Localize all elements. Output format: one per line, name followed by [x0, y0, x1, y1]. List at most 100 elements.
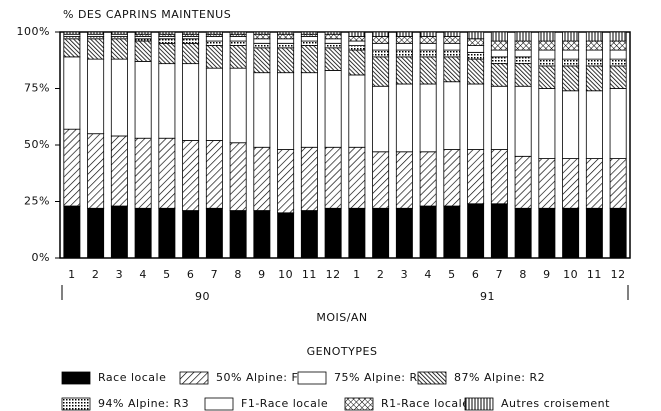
bar-segment — [467, 83, 485, 150]
y-tick-label: 25% — [24, 195, 50, 208]
legend-swatch — [179, 371, 209, 385]
x-tick-label: 11 — [302, 268, 317, 281]
bar-segment — [253, 47, 271, 74]
bar-segment — [205, 67, 223, 141]
bar-segment — [585, 40, 603, 51]
bar-segment — [467, 51, 485, 60]
bar-segment — [348, 36, 366, 42]
legend-swatch — [417, 371, 447, 385]
bar-segment — [514, 63, 532, 87]
x-tick-label: 4 — [139, 268, 147, 281]
bar-segment — [395, 42, 413, 51]
bar-segment — [490, 31, 508, 42]
x-tick-label: 3 — [401, 268, 409, 281]
bar-segment — [372, 207, 390, 259]
bar-segment — [277, 31, 295, 35]
x-tick-label: 1 — [353, 268, 361, 281]
legend-swatch — [61, 397, 91, 411]
bar-segment — [467, 58, 485, 85]
y-tick-label: 50% — [24, 138, 50, 151]
y-tick-label: 0% — [32, 251, 50, 264]
bar-segment — [205, 31, 223, 35]
bar-segment — [253, 31, 271, 35]
bar-segment — [490, 49, 508, 58]
bar-segment — [419, 151, 437, 207]
bar-segment — [182, 38, 200, 44]
bar-segment — [538, 40, 556, 51]
bar-segment — [253, 33, 271, 40]
legend-label: Autres croisement — [501, 397, 610, 410]
bar-segment — [300, 36, 318, 42]
bar-segment — [229, 45, 247, 69]
bar-segment — [87, 207, 105, 259]
x-tick-label: 10 — [278, 268, 293, 281]
bar-segment — [63, 31, 81, 35]
x-tick-label: 9 — [258, 268, 266, 281]
bar-segment — [205, 207, 223, 259]
x-tick-label: 7 — [496, 268, 504, 281]
legend-label: R1-Race locale — [381, 397, 469, 410]
bar-segment — [609, 40, 627, 51]
bar-segment — [63, 38, 81, 58]
bar-segment — [609, 88, 627, 159]
bar-segment — [110, 205, 128, 259]
bar-segment — [63, 205, 81, 259]
legend-swatch — [61, 371, 91, 385]
bar-segment — [538, 65, 556, 89]
bar-segment — [277, 212, 295, 259]
bar-segment — [229, 36, 247, 42]
bar-segment — [514, 207, 532, 259]
bar-segment — [205, 45, 223, 69]
bar-segment — [205, 140, 223, 209]
legend-swatch — [297, 371, 327, 385]
bar-segment — [300, 210, 318, 259]
bar-segment — [562, 65, 580, 92]
legend-label: 94% Alpine: R3 — [98, 397, 189, 410]
bar-segment — [205, 36, 223, 42]
bar-segment — [538, 49, 556, 60]
bar-segment — [253, 38, 271, 44]
bar-segment — [158, 38, 176, 44]
bar-segment — [562, 207, 580, 259]
bar-segment — [585, 207, 603, 259]
bar-segment — [348, 31, 366, 37]
bar-segment — [182, 140, 200, 211]
x-tick-label: 2 — [92, 268, 100, 281]
x-tick-label: 1 — [68, 268, 76, 281]
bar-segment — [538, 58, 556, 67]
legend-swatch — [344, 397, 374, 411]
bar-segment — [372, 36, 390, 44]
bar-segment — [158, 31, 176, 35]
bar-segment — [395, 56, 413, 85]
bar-segment — [300, 40, 318, 46]
bar-segment — [158, 63, 176, 139]
x-tick-label: 3 — [116, 268, 124, 281]
y-tick-label: 100% — [17, 25, 50, 38]
bar-segment — [324, 38, 342, 44]
bar-segment — [490, 63, 508, 87]
bar-segment — [490, 203, 508, 259]
bar-segment — [253, 42, 271, 49]
bar-segment — [348, 207, 366, 259]
bar-segment — [585, 65, 603, 92]
bar-segment — [87, 58, 105, 135]
chart-title: % DES CAPRINS MAINTENUS — [63, 8, 231, 21]
bar-segment — [443, 149, 461, 207]
bar-segment — [277, 33, 295, 40]
bar-segment — [372, 31, 390, 37]
x-tick-label: 2 — [377, 268, 385, 281]
bar-segment — [372, 151, 390, 209]
bar-segment — [443, 81, 461, 150]
legend-swatch — [464, 397, 494, 411]
bar-segment — [538, 158, 556, 209]
bar-segment — [324, 207, 342, 259]
bar-segment — [395, 31, 413, 37]
bar-segment — [609, 58, 627, 67]
x-tick-label: 9 — [543, 268, 551, 281]
bar-segment — [134, 40, 152, 62]
bar-segment — [514, 155, 532, 209]
bar-segment — [110, 58, 128, 137]
bar-segment — [609, 65, 627, 89]
bar-segment — [134, 31, 152, 35]
bar-segment — [395, 36, 413, 44]
